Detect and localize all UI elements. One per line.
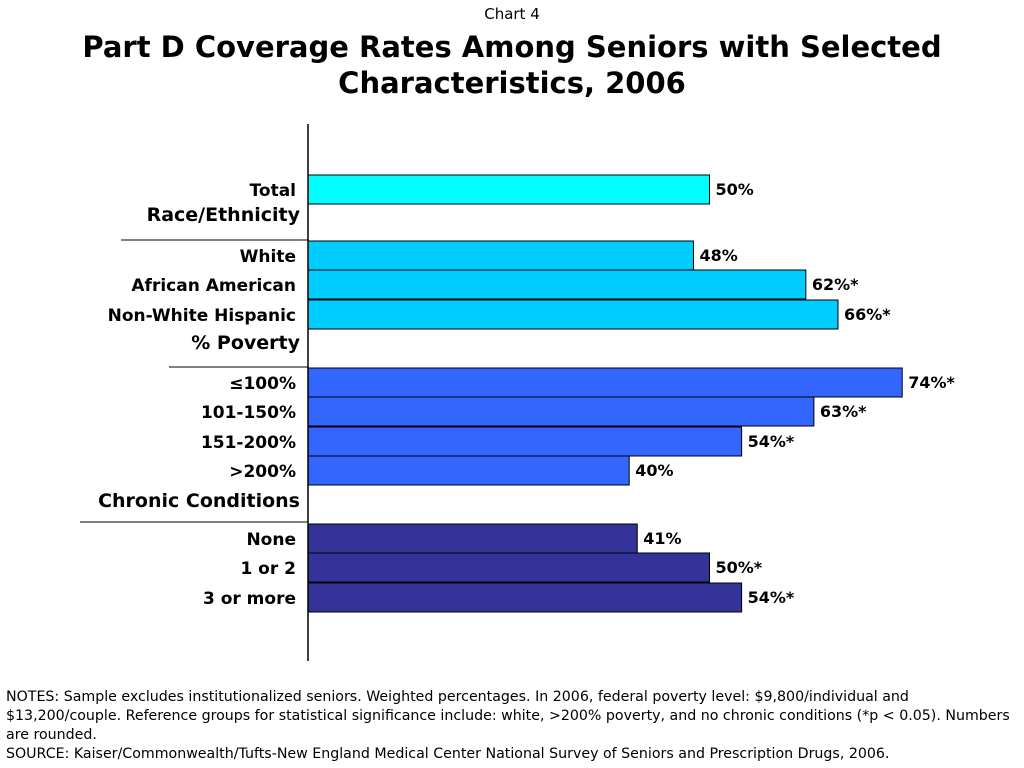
bar-marks — [307, 174, 903, 613]
bar — [307, 396, 815, 427]
category-label: 101-150% — [201, 403, 296, 423]
category-label: Total — [250, 181, 296, 201]
category-label: >200% — [229, 462, 296, 482]
value-label: 40% — [635, 461, 673, 480]
category-label: None — [246, 530, 296, 550]
chart-number: Chart 4 — [484, 5, 540, 23]
bar — [307, 269, 807, 300]
group-heading: Race/Ethnicity — [147, 204, 301, 226]
category-labels: Total White African American Non-White Hisp… — [108, 181, 296, 609]
bar — [307, 174, 710, 205]
notes-text: NOTES: Sample excludes institutionalized… — [6, 689, 1010, 743]
category-label: White — [240, 247, 296, 267]
bar — [307, 299, 839, 330]
bar — [307, 552, 710, 583]
group-dividers — [80, 239, 308, 523]
category-label: African American — [131, 276, 296, 296]
category-label: 151-200% — [201, 433, 296, 453]
bar — [307, 240, 694, 271]
bar — [307, 367, 903, 398]
source-text: SOURCE: Kaiser/Commonwealth/Tufts-New En… — [6, 746, 890, 762]
value-label: 74%* — [908, 373, 955, 392]
value-label: 63%* — [820, 402, 867, 421]
bar — [307, 523, 638, 554]
group-heading: % Poverty — [191, 332, 300, 354]
value-labels: 50% 48% 62%* 66%* 74%* 63%* 54%* 40% 41% 50%* 54%* — [635, 180, 955, 607]
group-headings: Race/Ethnicity % Poverty Chronic Condition… — [98, 204, 301, 512]
bar — [307, 582, 743, 613]
category-label: Non-White Hispanic — [108, 306, 296, 326]
value-label: 41% — [643, 529, 681, 548]
category-label: ≤100% — [229, 374, 296, 394]
value-label: 66%* — [844, 305, 891, 324]
group-heading: Chronic Conditions — [98, 490, 300, 512]
chart-title: Part D Coverage Rates Among Seniors with… — [82, 30, 942, 100]
notes-section: NOTES: Sample excludes institutionalized… — [6, 688, 1018, 764]
bar — [307, 426, 743, 457]
category-label: 3 or more — [203, 589, 296, 609]
value-label: 62%* — [812, 275, 859, 294]
value-label: 50% — [716, 180, 754, 199]
value-label: 54%* — [748, 432, 795, 451]
value-label: 54%* — [748, 588, 795, 607]
value-label: 50%* — [716, 558, 763, 577]
value-label: 48% — [699, 246, 737, 265]
category-label: 1 or 2 — [240, 559, 296, 579]
horizontal-bar-chart: Total White African American Non-White Hisp… — [80, 124, 956, 661]
bar — [307, 455, 630, 486]
